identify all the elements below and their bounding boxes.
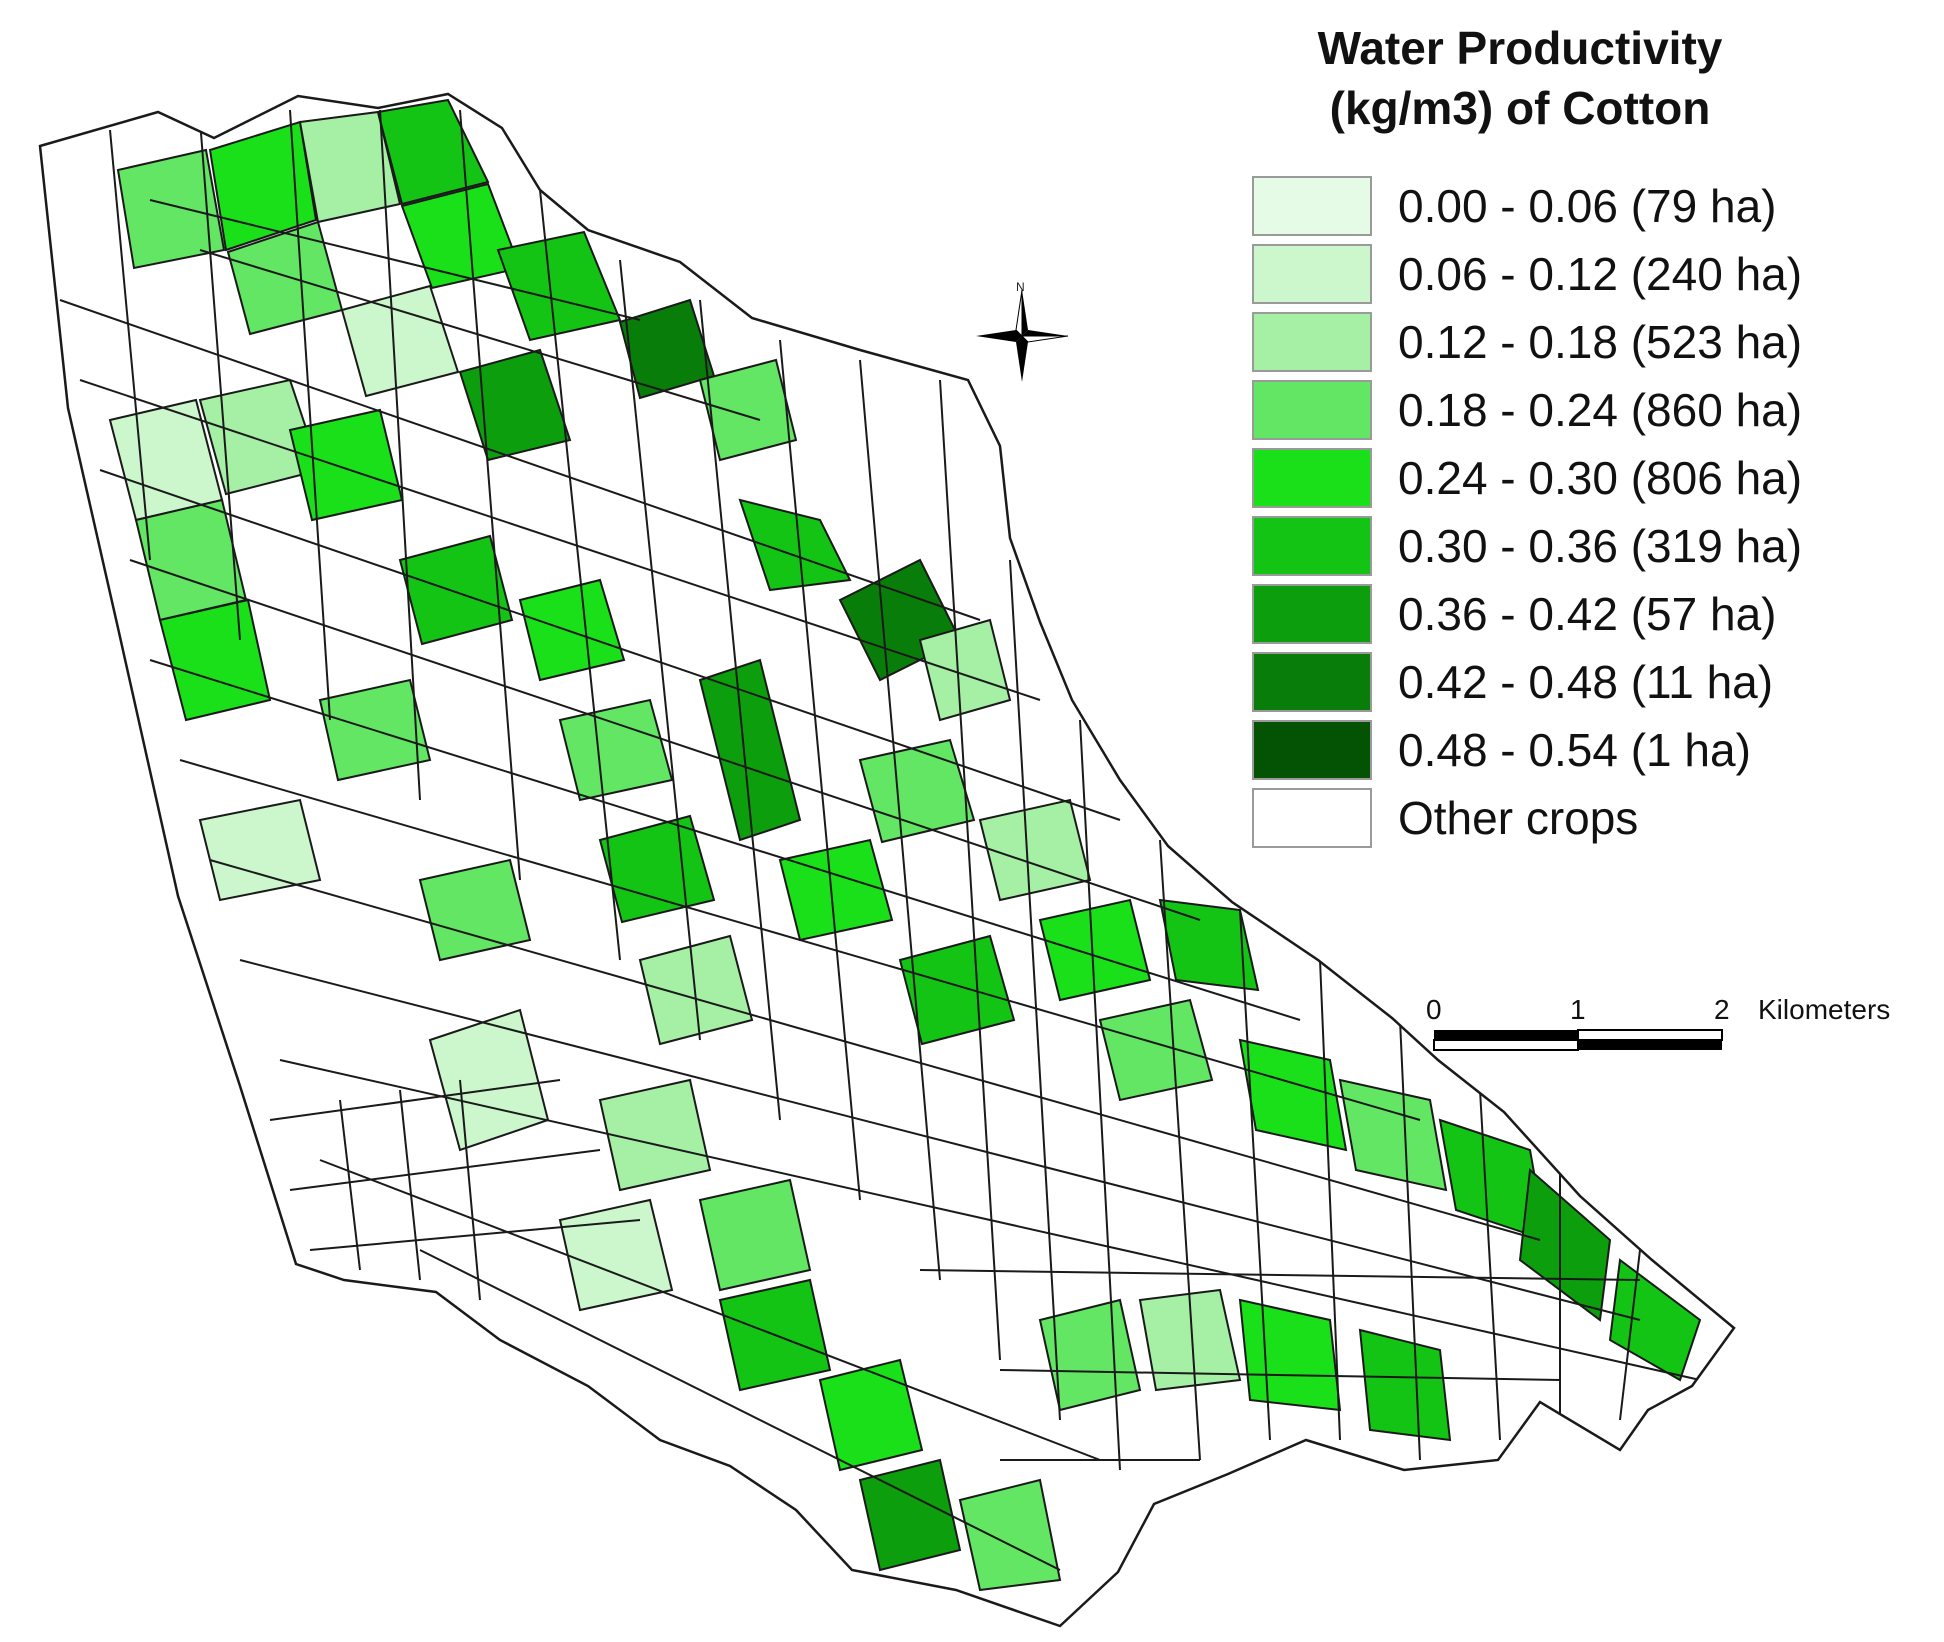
cotton-field[interactable] — [458, 348, 572, 462]
cotton-field[interactable] — [818, 1358, 924, 1472]
legend-swatch — [1252, 584, 1372, 644]
legend-label: 0.36 - 0.42 (57 ha) — [1398, 588, 1777, 640]
legend-label: 0.12 - 0.18 (523 ha) — [1398, 316, 1803, 368]
legend-label: 0.00 - 0.06 (79 ha) — [1398, 180, 1777, 232]
scale-bar-segment — [1434, 1030, 1578, 1040]
cotton-field[interactable] — [398, 534, 514, 646]
scale-tick-label: 0 — [1426, 994, 1442, 1025]
legend-item: 0.48 - 0.54 (1 ha) — [1252, 720, 1932, 782]
scale-bar-segment — [1578, 1040, 1722, 1050]
scale-unit-label: Kilometers — [1758, 994, 1891, 1025]
cotton-field[interactable] — [1238, 1298, 1342, 1412]
scale-bar-segment — [1433, 1039, 1579, 1051]
field-boundary — [59, 299, 981, 621]
legend-title-line: Water Productivity — [1317, 22, 1723, 74]
cotton-field[interactable] — [1358, 1328, 1452, 1442]
legend-swatch — [1252, 720, 1372, 780]
cotton-field[interactable] — [598, 1078, 712, 1192]
legend-swatch — [1252, 244, 1372, 304]
cotton-field[interactable] — [558, 1198, 674, 1312]
cotton-field[interactable] — [698, 658, 802, 842]
cotton-field[interactable] — [698, 1178, 812, 1292]
cotton-field[interactable] — [1138, 1288, 1242, 1392]
cotton-field[interactable] — [418, 858, 532, 962]
legend-label: 0.42 - 0.48 (11 ha) — [1398, 656, 1774, 708]
cotton-field[interactable] — [1518, 1167, 1612, 1322]
cotton-field[interactable] — [518, 578, 626, 682]
legend-swatch — [1252, 312, 1372, 372]
cotton-field[interactable] — [1158, 898, 1260, 992]
cotton-field[interactable] — [858, 738, 976, 844]
cotton-field[interactable] — [558, 698, 674, 802]
cotton-field[interactable] — [738, 498, 852, 592]
region-outline — [38, 92, 1736, 1628]
cotton-field[interactable] — [198, 798, 322, 902]
region-fill — [40, 94, 1734, 1626]
cotton-field[interactable] — [918, 618, 1012, 722]
cotton-field[interactable] — [1338, 1078, 1448, 1192]
field-boundaries — [59, 109, 1701, 1571]
legend-swatch — [1252, 448, 1372, 508]
cotton-field[interactable] — [496, 230, 622, 342]
legend-item: 0.36 - 0.42 (57 ha) — [1252, 584, 1932, 646]
legend-label: 0.30 - 0.36 (319 ha) — [1398, 520, 1803, 572]
cotton-field[interactable] — [1038, 898, 1152, 1002]
legend-swatch — [1252, 380, 1372, 440]
cotton-field[interactable] — [958, 1478, 1062, 1592]
map-region — [38, 92, 1736, 1628]
cotton-field[interactable] — [898, 934, 1016, 1046]
legend-item: 0.06 - 0.12 (240 ha) — [1252, 244, 1932, 306]
scale-bar-segment — [1577, 1029, 1723, 1041]
cotton-field[interactable] — [340, 284, 460, 398]
legend-item: 0.00 - 0.06 (79 ha) — [1252, 176, 1932, 238]
north-arrow-icon — [976, 289, 1069, 382]
legend-label: 0.06 - 0.12 (240 ha) — [1398, 248, 1803, 300]
legend-title: Water Productivity (kg/m3) of Cotton — [1240, 18, 1800, 138]
legend-label: 0.18 - 0.24 (860 ha) — [1398, 384, 1803, 436]
cotton-field[interactable] — [298, 110, 402, 224]
legend-item: 0.42 - 0.48 (11 ha) — [1252, 652, 1932, 714]
north-label: N — [1016, 280, 1025, 294]
scale-bar — [1433, 1029, 1723, 1051]
legend-item: 0.12 - 0.18 (523 ha) — [1252, 312, 1932, 374]
legend-label: Other crops — [1398, 792, 1639, 844]
legend-label: 0.24 - 0.30 (806 ha) — [1398, 452, 1803, 504]
cotton-field[interactable] — [858, 1458, 962, 1572]
cotton-field[interactable] — [978, 798, 1092, 902]
cotton-field[interactable] — [638, 934, 754, 1046]
cotton-field[interactable] — [1098, 998, 1214, 1102]
scale-tick-label: 1 — [1570, 994, 1586, 1025]
legend-item: 0.24 - 0.30 (806 ha) — [1252, 448, 1932, 510]
legend-swatch — [1252, 652, 1372, 712]
legend-swatch — [1252, 516, 1372, 576]
scale-tick-label: 2 — [1714, 994, 1730, 1025]
legend-label: 0.48 - 0.54 (1 ha) — [1398, 724, 1751, 776]
legend-title-line: (kg/m3) of Cotton — [1329, 82, 1711, 134]
legend-swatch — [1252, 788, 1372, 848]
legend-swatch — [1252, 176, 1372, 236]
legend-item: 0.18 - 0.24 (860 ha) — [1252, 380, 1932, 442]
legend-item: 0.30 - 0.36 (319 ha) — [1252, 516, 1932, 578]
cotton-field[interactable] — [116, 148, 226, 270]
legend-item: Other crops — [1252, 788, 1932, 850]
